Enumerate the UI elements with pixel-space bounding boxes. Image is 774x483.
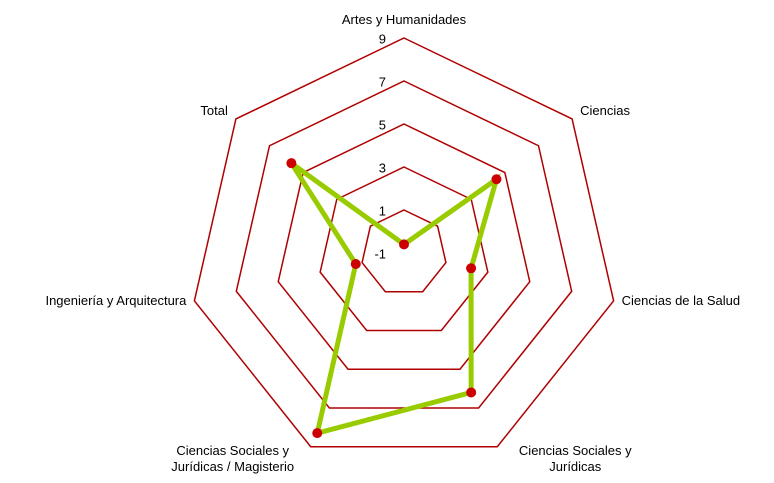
axis-label: Total [200, 102, 228, 118]
axis-label: Ciencias de la Salud [621, 292, 741, 308]
marker [350, 259, 361, 270]
axis-label: Artes y Humanidades [341, 12, 467, 27]
marker [466, 387, 477, 398]
tick-label: 3 [379, 160, 386, 175]
marker [312, 428, 323, 439]
grid-ring [277, 123, 531, 370]
tick-label: 9 [379, 31, 386, 46]
grid-ring [319, 166, 489, 332]
marker [286, 158, 297, 169]
tick-label: 5 [379, 117, 386, 132]
grid-ring [361, 209, 447, 293]
axis-label: Ciencias [580, 102, 630, 118]
marker [466, 263, 477, 274]
axis-label: Ciencias Sociales y Jurídicas [518, 442, 632, 474]
axis-label: Ciencias Sociales y Jurídicas / Magister… [171, 442, 295, 474]
tick-label: -1 [374, 246, 386, 261]
axis-label: Ingeniería y Arquitectura [45, 292, 187, 308]
tick-label: 1 [379, 203, 386, 218]
series-line [289, 161, 501, 437]
grid-ring [193, 37, 615, 448]
tick-label: 7 [379, 74, 386, 89]
marker [399, 239, 409, 250]
marker [491, 174, 502, 185]
